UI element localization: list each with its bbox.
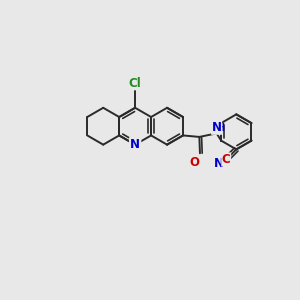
Text: N: N bbox=[214, 157, 224, 170]
Text: C: C bbox=[222, 153, 231, 166]
Text: N: N bbox=[212, 121, 222, 134]
Text: N: N bbox=[130, 138, 140, 151]
Text: H: H bbox=[216, 123, 224, 133]
Text: O: O bbox=[190, 156, 200, 169]
Text: Cl: Cl bbox=[129, 77, 142, 90]
